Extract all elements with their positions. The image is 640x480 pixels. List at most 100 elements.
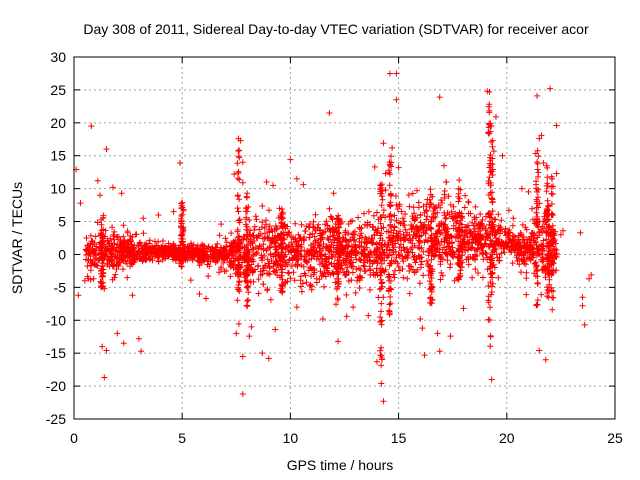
y-tick-label: 15 — [50, 148, 66, 164]
data-point — [360, 210, 367, 217]
data-point — [203, 295, 210, 302]
data-point — [170, 208, 177, 215]
data-point — [486, 88, 493, 95]
data-point — [293, 304, 300, 311]
chart-title: Day 308 of 2011, Sidereal Day-to-day VTE… — [83, 21, 589, 37]
data-point — [140, 215, 147, 222]
data-point — [187, 277, 194, 284]
y-tick-labels: 30 25 20 15 10 5 0 -5 -10 -15 -20 -25 — [46, 49, 66, 427]
data-point — [579, 302, 586, 309]
data-point — [265, 355, 272, 362]
data-point — [505, 207, 512, 214]
data-point — [239, 179, 246, 186]
data-point — [434, 330, 441, 337]
data-point — [205, 273, 212, 280]
data-point — [135, 335, 142, 342]
data-point — [456, 177, 463, 184]
data-point — [177, 159, 184, 166]
data-point — [547, 85, 554, 92]
data-point — [88, 123, 95, 130]
data-point — [553, 122, 560, 129]
data-point — [231, 171, 238, 178]
data-point — [239, 353, 246, 360]
data-point — [393, 70, 400, 77]
data-point — [120, 340, 127, 347]
data-point — [536, 135, 543, 142]
data-point — [492, 113, 499, 120]
data-point — [380, 140, 387, 147]
y-tick-label: -10 — [46, 312, 66, 328]
data-point — [81, 277, 88, 284]
data-point — [518, 185, 525, 192]
x-tick-label: 5 — [178, 430, 186, 446]
y-axis-label: SDTVAR / TECUs — [9, 182, 25, 294]
data-point — [443, 179, 450, 186]
data-point — [393, 96, 400, 103]
x-tick-label: 10 — [283, 430, 299, 446]
data-point — [319, 315, 326, 322]
data-point — [382, 170, 389, 177]
data-point — [239, 159, 246, 166]
data-point — [395, 164, 402, 171]
data-point — [557, 231, 564, 238]
data-point — [272, 326, 279, 333]
data-point — [525, 188, 532, 195]
data-point — [538, 132, 545, 139]
data-point — [499, 152, 506, 159]
data-point — [96, 192, 103, 199]
data-point — [490, 148, 497, 155]
data-point — [138, 348, 145, 355]
y-tick-label: -15 — [46, 345, 66, 361]
data-point — [248, 323, 255, 330]
x-axis-label: GPS time / hours — [287, 457, 394, 473]
data-point — [373, 358, 380, 365]
data-point — [382, 186, 389, 193]
x-tick-label: 20 — [499, 430, 515, 446]
plot-frame — [73, 56, 616, 420]
data-point — [101, 285, 108, 292]
y-tick-label: -25 — [46, 411, 66, 427]
data-point — [542, 356, 549, 363]
data-point — [155, 211, 162, 218]
data-point — [94, 177, 101, 184]
data-point — [436, 94, 443, 101]
data-point — [300, 181, 307, 188]
data-point — [523, 291, 530, 298]
data-point — [75, 292, 82, 299]
data-point — [99, 343, 106, 350]
data-point — [581, 321, 588, 328]
data-point — [430, 208, 437, 215]
data-point — [386, 70, 393, 77]
data-point — [404, 275, 411, 282]
data-point — [378, 380, 385, 387]
axis-ticks — [73, 56, 616, 420]
data-point — [109, 184, 116, 191]
data-point — [326, 109, 333, 116]
data-point — [399, 215, 406, 222]
data-point — [237, 137, 244, 144]
data-point — [335, 338, 342, 345]
data-point — [389, 144, 396, 151]
data-point — [233, 330, 240, 337]
data-points — [73, 70, 595, 405]
data-point — [365, 312, 372, 319]
data-point — [536, 347, 543, 354]
y-tick-label: -5 — [54, 279, 67, 295]
data-point — [196, 290, 203, 297]
data-point — [343, 313, 350, 320]
y-tick-label: 5 — [58, 214, 66, 230]
data-point — [560, 227, 567, 234]
data-point — [447, 333, 454, 340]
x-tick-labels: 0 5 10 15 20 25 — [70, 430, 623, 446]
data-point — [523, 275, 530, 282]
y-tick-label: 25 — [50, 82, 66, 98]
data-point — [350, 304, 357, 311]
data-point — [510, 215, 517, 222]
data-point — [553, 170, 560, 177]
data-point — [246, 333, 253, 340]
data-point — [103, 146, 110, 153]
data-point — [544, 183, 551, 190]
data-point — [577, 229, 584, 236]
data-point — [293, 175, 300, 182]
